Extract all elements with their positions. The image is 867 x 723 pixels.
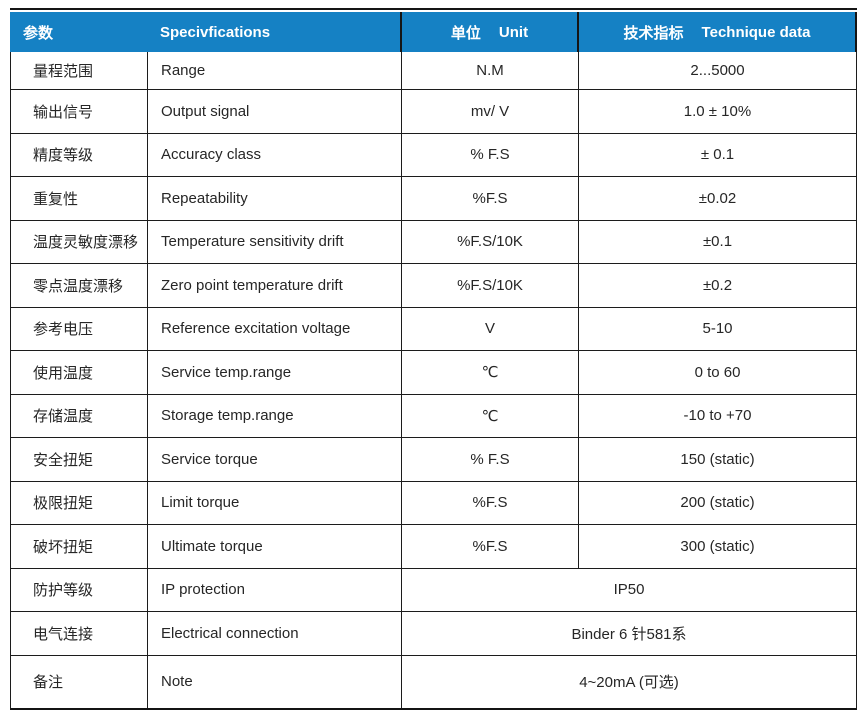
header-technique-data: 技术指标 Technique data	[577, 12, 855, 52]
header-unit-en: Unit	[498, 23, 529, 41]
unit-cell: mv/ V	[401, 90, 578, 133]
merged-value-cell: IP50	[401, 568, 856, 611]
value-cell: 2...5000	[578, 52, 856, 89]
merged-value-cell: 4~20mA (可选)	[401, 655, 856, 708]
param-en-cell: Reference excitation voltage	[147, 307, 401, 350]
unit-cell: %F.S	[401, 481, 578, 524]
param-zh-cell: 温度灵敏度漂移	[33, 234, 139, 252]
value-cell: ± 0.1	[578, 133, 856, 176]
param-en-cell: Limit torque	[147, 481, 401, 524]
table-row: 防护等级 IP protection IP50	[11, 568, 856, 612]
value-cell: 150 (static)	[578, 438, 856, 481]
param-zh-cell: 输出信号	[33, 103, 94, 121]
param-zh-cell: 极限扭矩	[33, 495, 94, 513]
value-cell: 5-10	[578, 307, 856, 350]
param-zh-cell: 破坏扭矩	[33, 538, 94, 556]
value-cell: 1.0 ± 10%	[578, 90, 856, 133]
table-top-rule	[10, 8, 857, 10]
param-zh-cell: 量程范围	[33, 63, 94, 80]
merged-value-cell: Binder 6 针581系	[401, 612, 856, 655]
param-en-cell: Range	[147, 52, 401, 89]
header-tech-en: Technique data	[701, 23, 811, 41]
unit-cell: V	[401, 307, 578, 350]
table-row: 零点温度漂移 Zero point temperature drift %F.S…	[11, 264, 856, 308]
param-en-cell: Output signal	[147, 90, 401, 133]
param-en-cell: Storage temp.range	[147, 394, 401, 437]
table-row: 破坏扭矩 Ultimate torque %F.S 300 (static)	[11, 525, 856, 569]
param-en-cell: IP protection	[147, 568, 401, 611]
param-en-cell: Note	[147, 655, 401, 708]
spec-table: 参数 Specivfications 单位 Unit 技术指标 Techniqu…	[10, 8, 857, 710]
table-row: 输出信号 Output signal mv/ V 1.0 ± 10%	[11, 90, 856, 134]
param-en-cell: Ultimate torque	[147, 525, 401, 568]
table-row: 电气连接 Electrical connection Binder 6 针581…	[11, 612, 856, 656]
unit-cell: ℃	[401, 394, 578, 437]
value-cell: 200 (static)	[578, 481, 856, 524]
param-en-cell: Repeatability	[147, 177, 401, 220]
unit-cell: % F.S	[401, 438, 578, 481]
table-body: 量程范围 Range N.M 2...5000 输出信号 Output sign…	[10, 52, 857, 710]
value-cell: ±0.1	[578, 220, 856, 263]
header-unit-zh: 单位	[450, 24, 481, 42]
param-en-cell: Temperature sensitivity drift	[147, 220, 401, 263]
value-cell: ±0.02	[578, 177, 856, 220]
table-row: 参考电压 Reference excitation voltage V 5-10	[11, 307, 856, 351]
table-row: 极限扭矩 Limit torque %F.S 200 (static)	[11, 481, 856, 525]
unit-cell: %F.S/10K	[401, 220, 578, 263]
unit-cell: %F.S	[401, 177, 578, 220]
param-zh-cell: 防护等级	[33, 582, 94, 600]
param-zh-cell: 备注	[33, 674, 64, 691]
table-row: 使用温度 Service temp.range ℃ 0 to 60	[11, 351, 856, 395]
unit-cell: %F.S/10K	[401, 264, 578, 307]
table-row: 重复性 Repeatability %F.S ±0.02	[11, 177, 856, 221]
param-zh-cell: 使用温度	[33, 364, 94, 382]
unit-cell: % F.S	[401, 133, 578, 176]
param-en-cell: Service torque	[147, 438, 401, 481]
param-zh-cell: 重复性	[33, 190, 79, 208]
value-cell: -10 to +70	[578, 394, 856, 437]
param-en-cell: Zero point temperature drift	[147, 264, 401, 307]
param-zh-cell: 精度等级	[33, 147, 94, 165]
param-en-cell: Accuracy class	[147, 133, 401, 176]
value-cell: ±0.2	[578, 264, 856, 307]
unit-cell: N.M	[401, 52, 578, 89]
table-row: 备注 Note 4~20mA (可选)	[11, 655, 856, 708]
param-zh-cell: 安全扭矩	[33, 451, 94, 469]
param-zh-cell: 电气连接	[33, 625, 94, 643]
param-en-cell: Electrical connection	[147, 612, 401, 655]
table-row: 存储温度 Storage temp.range ℃ -10 to +70	[11, 394, 856, 438]
param-zh-cell: 参考电压	[33, 321, 94, 339]
unit-cell: ℃	[401, 351, 578, 394]
table-row: 温度灵敏度漂移 Temperature sensitivity drift %F…	[11, 220, 856, 264]
param-en-cell: Service temp.range	[147, 351, 401, 394]
header-unit: 单位 Unit	[400, 12, 577, 52]
table-header: 参数 Specivfications 单位 Unit 技术指标 Techniqu…	[10, 12, 857, 52]
param-zh-cell: 零点温度漂移	[33, 277, 124, 295]
table-row: 安全扭矩 Service torque % F.S 150 (static)	[11, 438, 856, 482]
unit-cell: %F.S	[401, 525, 578, 568]
table-row: 量程范围 Range N.M 2...5000	[11, 52, 856, 90]
header-param: 参数	[23, 24, 54, 42]
table-row: 精度等级 Accuracy class % F.S ± 0.1	[11, 133, 856, 177]
header-tech-zh: 技术指标	[623, 24, 684, 42]
header-specifications: Specivfications	[160, 23, 271, 41]
param-zh-cell: 存储温度	[33, 408, 94, 426]
value-cell: 0 to 60	[578, 351, 856, 394]
value-cell: 300 (static)	[578, 525, 856, 568]
